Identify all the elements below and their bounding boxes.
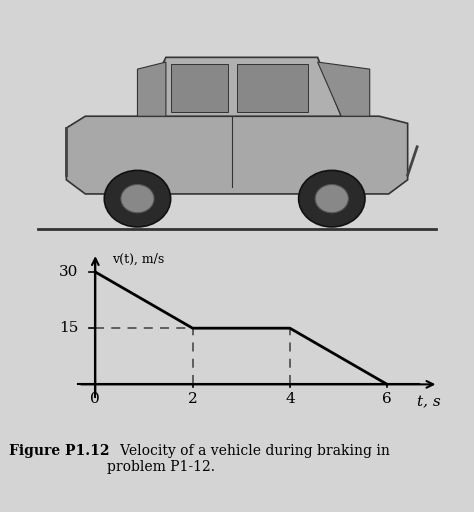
Polygon shape [137,62,166,116]
Ellipse shape [104,170,171,227]
Text: 6: 6 [383,392,392,406]
Ellipse shape [121,184,154,213]
Ellipse shape [299,170,365,227]
Text: 15: 15 [59,321,78,335]
Text: 4: 4 [285,392,295,406]
Text: 30: 30 [59,265,78,279]
Text: 0: 0 [91,392,100,406]
Polygon shape [137,57,341,116]
Ellipse shape [315,184,348,213]
Polygon shape [237,65,308,112]
Text: t, s: t, s [417,395,441,409]
Text: Velocity of a vehicle during braking in
problem P1-12.: Velocity of a vehicle during braking in … [107,443,390,474]
Polygon shape [318,62,370,116]
Text: 2: 2 [188,392,198,406]
Polygon shape [66,116,408,194]
Polygon shape [171,65,228,112]
Text: v(t), m/s: v(t), m/s [112,253,164,266]
Text: Figure P1.12: Figure P1.12 [9,443,110,458]
